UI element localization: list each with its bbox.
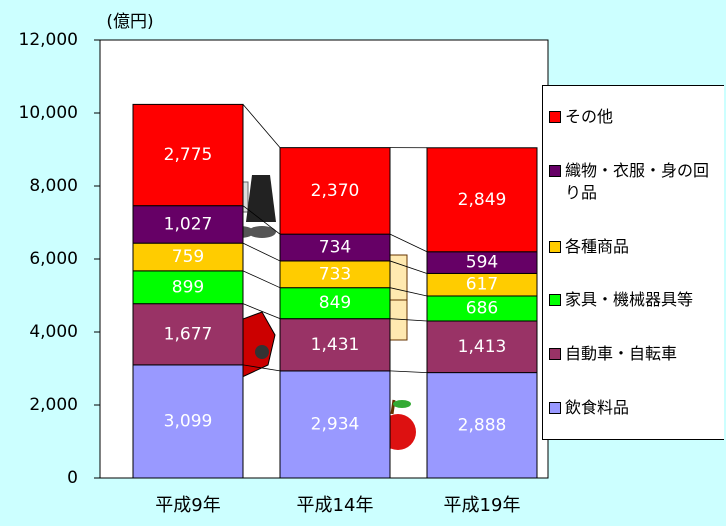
value-label: 1,431 (311, 335, 360, 355)
value-label: 733 (319, 264, 351, 284)
legend: その他織物・衣服・身の回り品各種商品家具・機械器具等自動車・自転車飲食料品 (542, 85, 724, 440)
y-tick-label: 10,000 (19, 103, 78, 123)
value-label: 1,677 (164, 324, 213, 344)
y-tick-label: 2,000 (29, 395, 78, 415)
legend-label: 各種商品 (565, 236, 715, 258)
value-label: 849 (319, 293, 351, 313)
legend-item: その他 (549, 106, 724, 128)
legend-swatch (549, 402, 561, 414)
value-label: 686 (466, 298, 498, 318)
legend-swatch (549, 241, 561, 253)
x-tick-label: 平成9年 (155, 495, 220, 516)
value-label: 3,099 (164, 411, 213, 431)
y-axis-label: (億円) (106, 12, 153, 32)
legend-swatch (549, 165, 561, 177)
legend-swatch (549, 111, 561, 123)
legend-label: 自動車・自転車 (565, 343, 715, 365)
value-label: 2,849 (458, 190, 507, 210)
value-label: 594 (466, 253, 498, 273)
y-tick-label: 0 (67, 468, 78, 488)
y-tick-label: 12,000 (19, 30, 78, 50)
legend-label: 家具・機械器具等 (565, 289, 715, 311)
y-tick-label: 6,000 (29, 249, 78, 269)
value-label: 759 (172, 247, 204, 267)
legend-label: 飲食料品 (565, 397, 715, 419)
legend-swatch (549, 348, 561, 360)
x-tick-label: 平成19年 (444, 495, 521, 516)
page: (億円) 0 2,000 4,000 6,000 8,000 10,000 12,000 平成… (0, 0, 726, 526)
legend-label: その他 (565, 106, 715, 128)
value-label: 2,934 (311, 414, 360, 434)
value-label: 2,775 (164, 145, 213, 165)
legend-item: 各種商品 (549, 236, 724, 258)
value-label: 899 (172, 277, 204, 297)
y-tick-label: 8,000 (29, 176, 78, 196)
legend-label: 織物・衣服・身の回り品 (565, 160, 715, 204)
value-label: 1,027 (164, 214, 213, 234)
x-tick-label: 平成14年 (297, 495, 374, 516)
value-label: 2,888 (458, 415, 507, 435)
y-tick-label: 4,000 (29, 322, 78, 342)
value-label: 2,370 (311, 181, 360, 201)
legend-item: 自動車・自転車 (549, 343, 724, 365)
legend-item: 織物・衣服・身の回り品 (549, 160, 724, 204)
value-label: 1,413 (458, 337, 507, 357)
legend-item: 飲食料品 (549, 397, 724, 419)
value-label: 617 (466, 275, 498, 295)
legend-item: 家具・機械器具等 (549, 289, 724, 311)
value-label: 734 (319, 238, 351, 258)
legend-swatch (549, 294, 561, 306)
